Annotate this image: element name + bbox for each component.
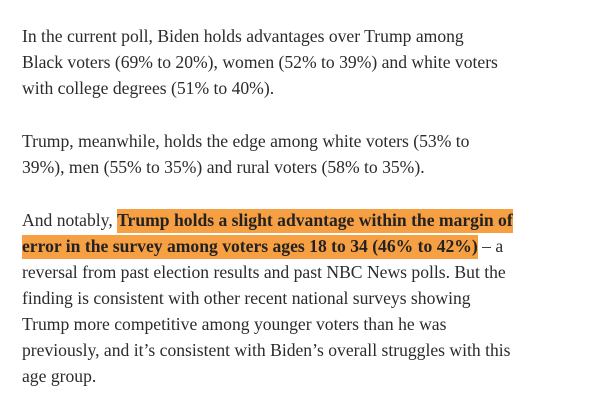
paragraph: And notably, Trump holds a slight advant… [22,207,615,389]
paragraph: Trump, meanwhile, holds the edge among w… [22,128,615,180]
text: reversal from past election results and … [22,262,506,282]
text: – a [477,236,504,256]
text-line: Trump more competitive among younger vot… [22,311,615,337]
text: previously, and it’s consistent with Bid… [22,340,511,360]
text-line: error in the survey among voters ages 18… [22,233,615,259]
text-line: 39%), men (55% to 35%) and rural voters … [22,154,615,180]
text: finding is consistent with other recent … [22,288,471,308]
text: age group. [22,366,97,386]
text: And notably, [22,210,118,230]
text-line: with college degrees (51% to 40%). [22,75,615,101]
text: Black voters (69% to 20%), women (52% to… [22,52,498,72]
text: 39%), men (55% to 35%) and rural voters … [22,157,425,177]
text-line: finding is consistent with other recent … [22,285,615,311]
text-line: And notably, Trump holds a slight advant… [22,207,615,233]
text-line: Trump, meanwhile, holds the edge among w… [22,128,615,154]
text-line: In the current poll, Biden holds advanta… [22,23,615,49]
highlighted-text: Trump holds a slight advantage within th… [117,209,513,233]
text: Trump, meanwhile, holds the edge among w… [22,131,470,151]
text-line: previously, and it’s consistent with Bid… [22,337,615,363]
highlighted-text: error in the survey among voters ages 18… [22,235,478,259]
text-line: age group. [22,363,615,389]
text: In the current poll, Biden holds advanta… [22,26,464,46]
text: with college degrees (51% to 40%). [22,78,275,98]
paragraph: In the current poll, Biden holds advanta… [22,23,615,101]
text-line: Black voters (69% to 20%), women (52% to… [22,49,615,75]
text-line: reversal from past election results and … [22,259,615,285]
text: Trump more competitive among younger vot… [22,314,447,334]
